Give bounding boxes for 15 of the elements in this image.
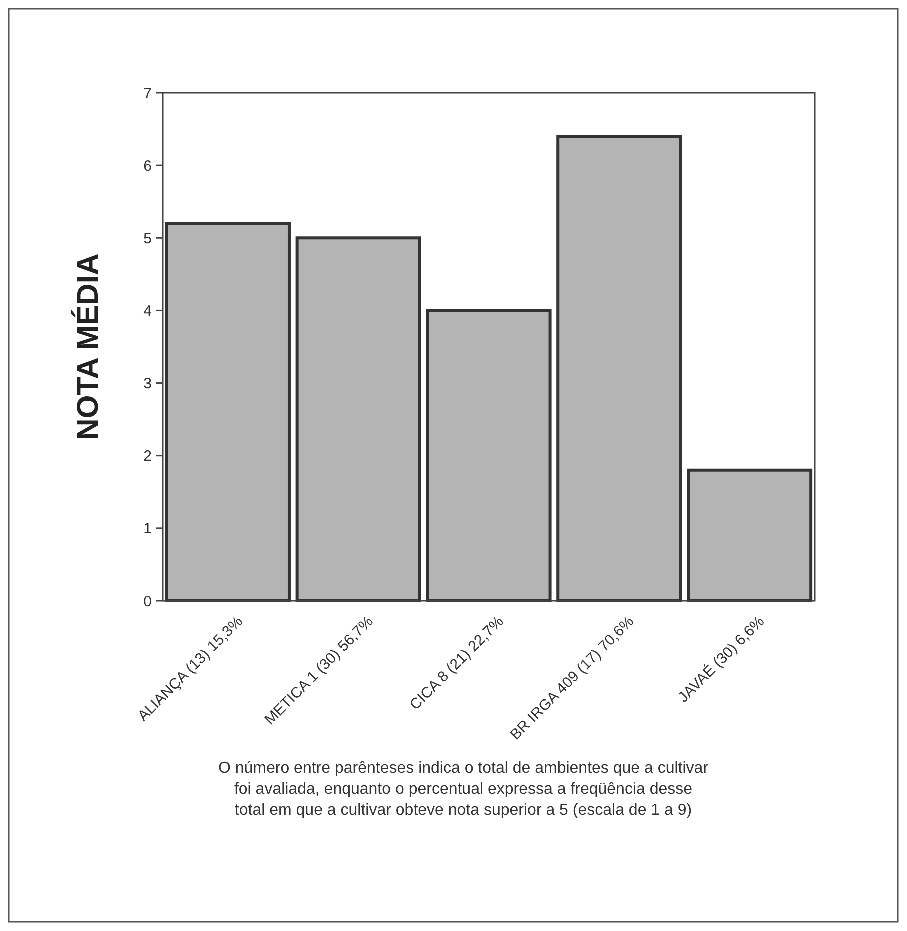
y-tick-label: 5 — [144, 230, 152, 248]
y-tick-label: 1 — [144, 520, 152, 538]
bar — [556, 135, 682, 602]
bar — [687, 468, 813, 602]
y-tick-label: 3 — [144, 376, 152, 393]
bar — [296, 236, 422, 602]
y-tick-label: 6 — [144, 158, 152, 175]
text: O número entre parênteses indica o total de ambientes que a cultivar foi avaliada, enquanto o percentual expressa a freqüência desse total em que a cultivar obteve nota superior a 5 (escala de 1 a 9) — [218, 760, 710, 819]
y-tick-label: 7 — [144, 85, 152, 102]
bar — [426, 309, 552, 602]
y-tick-label: 4 — [144, 302, 152, 320]
y-tick-label: 0 — [144, 593, 152, 610]
y-tick-label: 2 — [144, 448, 152, 466]
y-axis-title: NOTA MÉDIA — [71, 254, 105, 440]
bar — [165, 222, 291, 602]
